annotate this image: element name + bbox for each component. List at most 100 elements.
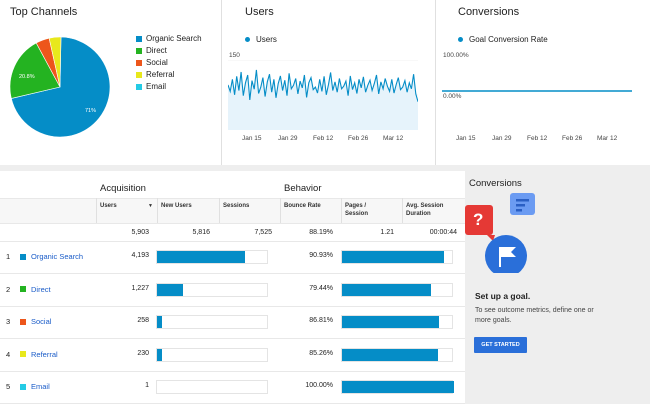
- top-panels: Top Channels 71% 20.8% Organic Search Dire…: [0, 0, 650, 165]
- channel-link[interactable]: Referral: [31, 349, 58, 359]
- top-channels-panel: Top Channels 71% 20.8% Organic Search Dire…: [0, 0, 222, 165]
- x-tick-label: Feb 12: [313, 135, 334, 142]
- bounce-rate-bar: [342, 283, 431, 296]
- pie-slice-organic-search: [10, 36, 111, 138]
- get-started-button[interactable]: GET STARTED: [474, 337, 527, 353]
- col-bounce-rate[interactable]: Bounce Rate: [284, 203, 321, 209]
- pie-legend-item[interactable]: Direct: [136, 46, 167, 55]
- bounce-rate-bar: [342, 316, 440, 328]
- bounce-rate-bar-track: [341, 315, 453, 329]
- channel-cell[interactable]: 4 Referral: [6, 350, 58, 359]
- legend-swatch: [136, 47, 142, 54]
- legend-swatch: [136, 59, 142, 66]
- new-users-bar: [157, 251, 245, 263]
- acquisition-heading: Acquisition: [100, 183, 146, 194]
- users-area: [228, 69, 418, 130]
- new-users-bar-track: [156, 282, 268, 297]
- divider: [402, 198, 403, 223]
- channel-link[interactable]: Organic Search: [31, 252, 84, 261]
- channel-swatch: [20, 253, 26, 260]
- divider: [341, 198, 342, 223]
- col-new-users[interactable]: New Users: [161, 203, 192, 209]
- row-index: 4: [6, 349, 11, 359]
- channel-cell[interactable]: 2 Direct: [6, 285, 51, 294]
- total-sessions: 7,525: [254, 229, 272, 236]
- divider: [0, 241, 465, 242]
- col-users[interactable]: Users: [100, 203, 117, 209]
- conversions-y-bottom: 0.00%: [443, 93, 462, 100]
- users-line-chart: [228, 60, 418, 130]
- x-tick-label: Jan 15: [242, 135, 262, 142]
- divider: [280, 198, 281, 223]
- legend-swatch: [136, 83, 142, 90]
- users-legend[interactable]: Users: [245, 35, 277, 44]
- new-users-bar: [157, 316, 163, 328]
- bounce-rate-bar: [342, 348, 438, 361]
- behavior-heading: Behavior: [284, 183, 322, 194]
- sort-desc-icon[interactable]: ▼: [148, 203, 153, 209]
- new-users-bar: [157, 283, 183, 296]
- pie-label-organic: 71%: [85, 108, 96, 114]
- legend-label: Email: [146, 82, 167, 91]
- new-users-bar-track: [156, 315, 268, 329]
- users-title: Users: [245, 6, 274, 18]
- total-bounce-rate: 88.19%: [309, 229, 333, 236]
- legend-label: Direct: [146, 46, 167, 55]
- divider: [0, 305, 465, 307]
- users-series-line: [228, 69, 418, 102]
- total-new-users: 5,816: [192, 229, 210, 236]
- col-avg-duration[interactable]: Avg. Session Duration: [406, 203, 444, 217]
- bounce-rate-value: 85.26%: [309, 349, 333, 357]
- conversions-legend-dot: [458, 37, 463, 42]
- channel-link[interactable]: Direct: [31, 284, 51, 294]
- divider: [0, 223, 465, 224]
- channel-link[interactable]: Social: [31, 317, 52, 326]
- users-legend-label: Users: [256, 35, 277, 44]
- channels-table: Acquisition Behavior Users ▼ New Users S…: [0, 171, 465, 404]
- row-index: 5: [6, 382, 11, 391]
- bounce-rate-bar: [342, 381, 454, 393]
- legend-label: Social: [146, 58, 168, 67]
- pie-slice-direct: [9, 42, 61, 99]
- top-channels-pie: 71% 20.8%: [9, 36, 111, 138]
- divider: [221, 0, 222, 165]
- channel-swatch: [20, 383, 26, 390]
- bounce-rate-value: 86.81%: [309, 317, 333, 324]
- users-legend-dot: [245, 37, 250, 42]
- users-value: 1,227: [131, 284, 149, 292]
- question-bubble-icon: [465, 205, 493, 235]
- x-tick-label: Jan 29: [278, 135, 298, 142]
- new-users-bar-track: [156, 250, 268, 264]
- channel-cell[interactable]: 5 Email: [6, 382, 50, 391]
- total-avg-duration: 00:00:44: [429, 229, 457, 236]
- conversions-chart-panel: Conversions Goal Conversion Rate 100.00%…: [436, 0, 650, 165]
- channel-cell[interactable]: 1 Organic Search: [6, 252, 83, 261]
- users-value: 4,193: [131, 252, 149, 259]
- bounce-rate-value: 90.93%: [309, 252, 333, 259]
- pie-legend-item[interactable]: Organic Search: [136, 34, 202, 43]
- channel-link[interactable]: Email: [31, 382, 50, 391]
- conversions-legend-label: Goal Conversion Rate: [469, 35, 548, 44]
- bounce-rate-bar-track: [341, 250, 453, 264]
- channel-swatch: [20, 286, 26, 292]
- channel-swatch: [20, 318, 26, 325]
- col-pages-session[interactable]: Pages / Session: [345, 203, 369, 217]
- conversions-panel: Conversions ? Set up a goal. To see outc…: [465, 165, 650, 404]
- x-tick-label: Feb 26: [348, 135, 369, 142]
- x-tick-label: Feb 26: [562, 135, 583, 142]
- legend-swatch: [136, 35, 142, 42]
- column-header-row: [0, 198, 465, 223]
- pie-legend-item[interactable]: Email: [136, 82, 166, 91]
- channel-cell[interactable]: 3 Social: [6, 317, 51, 326]
- legend-swatch: [136, 71, 142, 78]
- total-users: 5,903: [131, 229, 149, 236]
- col-sessions[interactable]: Sessions: [223, 203, 250, 209]
- legend-label: Organic Search: [146, 34, 202, 43]
- x-tick-label: Mar 12: [597, 135, 618, 142]
- pie-label-direct: 20.8%: [19, 74, 35, 80]
- pie-legend-item[interactable]: Referral: [136, 70, 174, 79]
- pie-legend-item[interactable]: Social: [136, 58, 168, 67]
- goal-title: Set up a goal.: [475, 291, 531, 301]
- x-tick-label: Jan 29: [492, 135, 512, 142]
- conversions-legend[interactable]: Goal Conversion Rate: [458, 35, 548, 44]
